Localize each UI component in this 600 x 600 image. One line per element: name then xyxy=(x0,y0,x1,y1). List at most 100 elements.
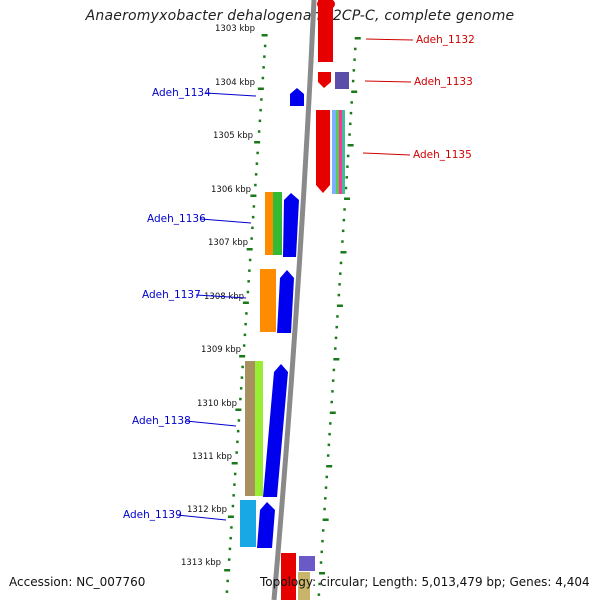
track-tick xyxy=(349,111,353,115)
track-tick xyxy=(263,44,267,48)
track-tick xyxy=(231,462,238,465)
kbp-tick-label: 1311 kbp xyxy=(192,452,232,462)
kbp-tick-label: 1304 kbp xyxy=(215,78,255,88)
track-tick xyxy=(262,66,265,69)
gene-feature xyxy=(317,0,335,10)
gene-leader-line xyxy=(195,294,247,299)
track-tick xyxy=(242,301,249,304)
accession-label: Accession: NC_007760 xyxy=(9,575,146,589)
track-tick xyxy=(325,475,328,479)
track-tick xyxy=(227,558,231,561)
kbp-tick-label: 1306 kbp xyxy=(211,185,251,195)
track-tick xyxy=(237,419,241,422)
gene-label: Adeh_1139 xyxy=(123,509,182,521)
gene-feature xyxy=(290,88,304,106)
kbp-tick-label: 1307 kbp xyxy=(208,238,248,248)
track-tick xyxy=(354,47,357,51)
gene-leader-line xyxy=(364,80,412,83)
track-tick xyxy=(229,536,232,540)
track-tick xyxy=(347,144,354,147)
kbp-tick-label: 1305 kbp xyxy=(213,131,253,141)
gene-feature xyxy=(263,364,288,497)
track-tick xyxy=(331,390,334,393)
track-tick xyxy=(334,347,337,350)
track-tick xyxy=(239,355,246,358)
track-tick xyxy=(256,151,259,155)
track-tick xyxy=(332,368,336,372)
track-tick xyxy=(341,229,345,233)
track-tick xyxy=(338,283,341,286)
track-tick xyxy=(328,432,331,436)
gene-feature xyxy=(342,110,345,194)
gene-feature xyxy=(335,72,349,89)
track-tick xyxy=(344,186,348,190)
gene-feature xyxy=(316,110,330,193)
track-tick xyxy=(255,162,259,165)
track-tick xyxy=(261,76,265,80)
gene-feature xyxy=(299,556,315,571)
track-tick xyxy=(224,569,231,572)
track-tick xyxy=(247,280,250,283)
track-tick xyxy=(235,408,242,411)
track-tick xyxy=(321,529,325,532)
track-tick xyxy=(343,208,346,211)
track-tick xyxy=(352,69,356,72)
track-tick xyxy=(233,483,236,486)
track-tick xyxy=(248,258,252,262)
gene-label: Adeh_1136 xyxy=(147,213,206,225)
inner-tick-track xyxy=(224,34,268,593)
track-tick xyxy=(335,325,338,329)
track-tick xyxy=(228,547,232,551)
track-tick xyxy=(231,504,235,508)
track-tick xyxy=(241,365,244,369)
track-tick xyxy=(252,205,256,208)
gene-feature xyxy=(298,572,310,600)
track-tick xyxy=(261,34,268,37)
gene-label: Adeh_1133 xyxy=(414,76,473,88)
track-tick xyxy=(246,290,250,294)
gene-label: Adeh_1134 xyxy=(152,87,211,99)
track-tick xyxy=(239,387,243,390)
gene-feature xyxy=(339,110,342,194)
gene-feature xyxy=(240,500,256,547)
gene-feature xyxy=(281,553,296,600)
track-tick xyxy=(258,119,262,123)
track-tick xyxy=(244,322,247,326)
track-tick xyxy=(326,465,333,468)
gene-leader-line xyxy=(185,420,237,427)
track-tick xyxy=(349,122,352,126)
track-tick xyxy=(346,154,350,158)
track-tick xyxy=(321,539,324,543)
map-title: Anaeromyxobacter dehalogenans 2CP-C, com… xyxy=(85,8,515,24)
track-tick xyxy=(334,336,338,340)
gene-feature xyxy=(318,0,333,62)
genome-summary: Topology: circular; Length: 5,013,479 bp… xyxy=(260,575,590,589)
gene-label: Adeh_1132 xyxy=(416,34,475,46)
track-tick xyxy=(333,358,340,361)
gene-feature xyxy=(332,110,336,194)
track-tick xyxy=(246,248,253,251)
track-tick xyxy=(254,141,261,144)
kbp-tick-label: 1309 kbp xyxy=(201,345,241,355)
gene-feature xyxy=(260,269,276,332)
track-tick xyxy=(350,101,353,104)
track-tick xyxy=(251,226,254,230)
track-tick xyxy=(245,312,248,315)
gene-label: Adeh_1138 xyxy=(132,415,191,427)
track-tick xyxy=(344,197,351,200)
gene-label: Adeh_1135 xyxy=(413,149,472,161)
gene-feature xyxy=(265,192,273,255)
track-tick xyxy=(239,397,242,401)
track-tick xyxy=(259,108,262,112)
gene-leader-line xyxy=(176,514,227,521)
track-tick xyxy=(326,454,330,457)
track-tick xyxy=(248,269,251,272)
track-tick xyxy=(354,37,361,40)
track-tick xyxy=(233,472,237,476)
track-tick xyxy=(353,58,356,61)
gene-feature xyxy=(257,502,275,548)
track-tick xyxy=(320,550,323,554)
reverse-strand-features xyxy=(240,88,304,548)
track-tick xyxy=(243,333,247,337)
track-tick xyxy=(339,261,343,265)
